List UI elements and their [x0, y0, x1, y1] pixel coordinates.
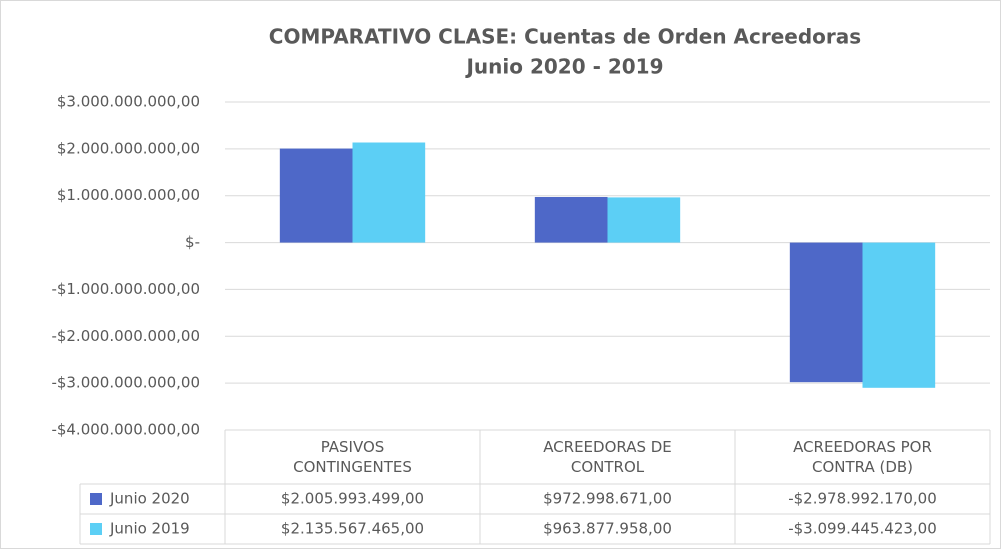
bar — [352, 142, 426, 243]
bar — [279, 148, 353, 243]
y-tick-label: -$4.000.000.000,00 — [51, 421, 200, 439]
y-tick-label: $1.000.000.000,00 — [57, 186, 200, 204]
y-tick-label: -$2.000.000.000,00 — [51, 327, 200, 345]
category-cell: ACREEDORAS DE CONTROL — [543, 438, 672, 476]
y-tick-label: -$1.000.000.000,00 — [51, 280, 200, 298]
data-table-value: -$3.099.445.423,00 — [788, 520, 937, 538]
bar — [789, 242, 863, 383]
bar — [607, 197, 681, 243]
legend-label: Junio 2020 — [109, 490, 190, 508]
y-tick-label: $3.000.000.000,00 — [57, 93, 200, 111]
chart-subtitle: Junio 2020 - 2019 — [464, 55, 663, 79]
y-tick-label: $- — [185, 233, 200, 251]
bar — [534, 196, 608, 243]
y-tick-label: -$3.000.000.000,00 — [51, 374, 200, 392]
y-tick-label: $2.000.000.000,00 — [57, 139, 200, 157]
legend-label: Junio 2019 — [109, 520, 190, 538]
category-cell: ACREEDORAS POR CONTRA (DB) — [793, 438, 932, 476]
data-table-value: $2.135.567.465,00 — [281, 520, 424, 538]
x-tick-label: ACREEDORAS POR CONTRA (DB) — [793, 438, 932, 476]
chart-title: COMPARATIVO CLASE: Cuentas de Orden Acre… — [269, 25, 861, 49]
x-tick-label: PASIVOS CONTINGENTES — [293, 438, 412, 476]
legend-key — [90, 493, 102, 505]
category-cell: PASIVOS CONTINGENTES — [293, 438, 412, 476]
x-tick-label: ACREEDORAS DE CONTROL — [543, 438, 672, 476]
bar — [862, 242, 936, 388]
legend-key — [90, 523, 102, 535]
data-table-value: $972.998.671,00 — [543, 490, 672, 508]
data-table-value: -$2.978.992.170,00 — [788, 490, 937, 508]
data-table-value: $963.877.958,00 — [543, 520, 672, 538]
data-table-value: $2.005.993.499,00 — [281, 490, 424, 508]
